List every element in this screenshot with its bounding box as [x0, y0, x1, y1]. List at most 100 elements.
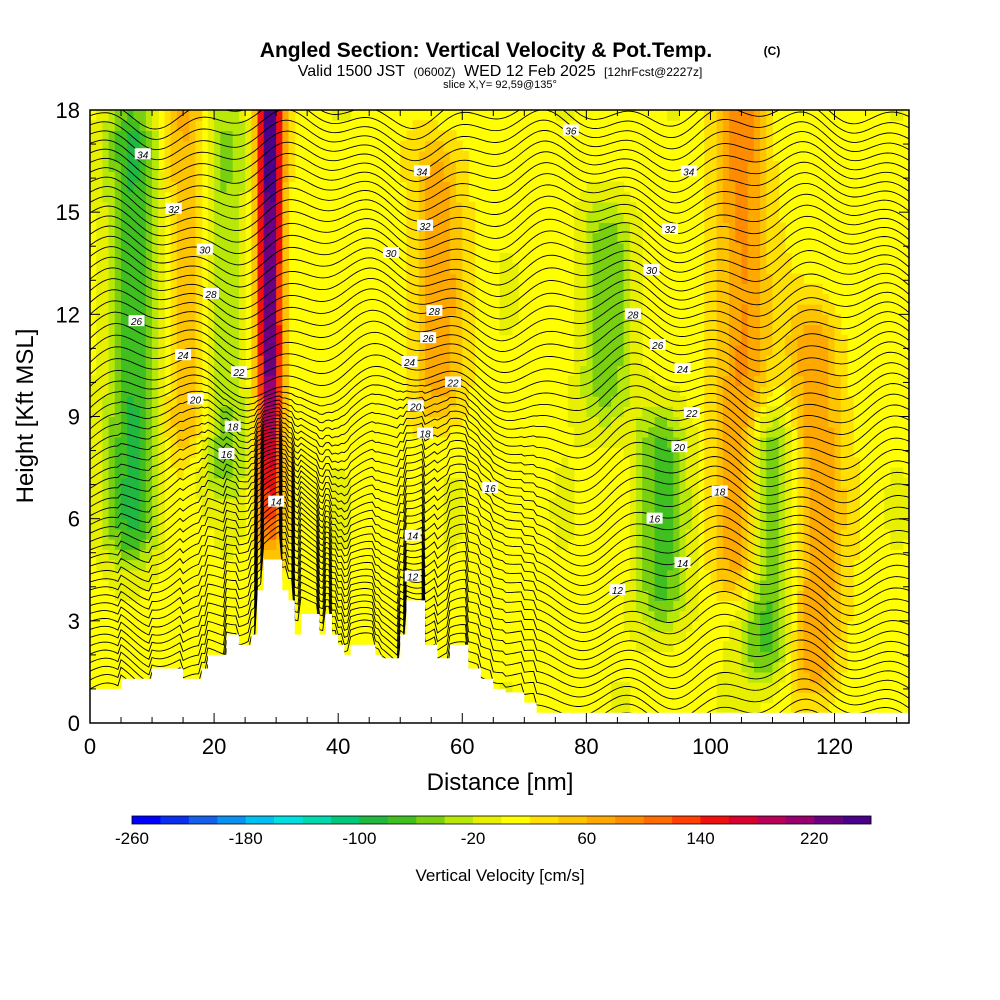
velocity-cell — [456, 161, 463, 172]
velocity-cell — [282, 201, 290, 213]
velocity-cell — [592, 232, 600, 244]
velocity-cell — [722, 416, 730, 428]
velocity-cell — [617, 191, 625, 203]
velocity-cell — [741, 396, 749, 407]
velocity-cell — [226, 304, 234, 315]
velocity-cell — [573, 375, 581, 387]
velocity-cell — [573, 436, 581, 448]
velocity-cell — [623, 447, 631, 458]
velocity-cell — [722, 181, 730, 193]
contour-label-bg — [401, 356, 418, 368]
contour-label: 12 — [404, 570, 421, 584]
velocity-cell — [96, 344, 103, 356]
velocity-cell — [604, 232, 612, 244]
velocity-cell — [760, 488, 767, 499]
velocity-cell — [797, 283, 805, 295]
velocity-cell — [462, 273, 470, 285]
velocity-cell — [331, 110, 339, 121]
velocity-cell — [772, 477, 780, 489]
velocity-cell — [623, 600, 631, 612]
velocity-cell — [251, 324, 259, 336]
velocity-cell — [443, 130, 451, 142]
velocity-cell — [170, 426, 178, 438]
velocity-cell — [152, 498, 159, 510]
velocity-cell — [214, 457, 221, 469]
velocity-cell — [114, 293, 122, 305]
velocity-cell — [127, 436, 135, 448]
velocity-cell — [710, 253, 718, 264]
contour-label-text: 12 — [407, 573, 419, 584]
contour-label: 32 — [417, 219, 434, 233]
velocity-cell — [815, 375, 823, 387]
velocity-cell — [722, 304, 730, 315]
velocity-cell — [766, 682, 774, 693]
velocity-cell — [791, 631, 798, 642]
velocity-cell — [660, 426, 668, 438]
contour-label-text: 14 — [407, 532, 419, 543]
velocity-cell — [716, 242, 724, 254]
velocity-cell — [251, 447, 259, 458]
velocity-cell — [431, 375, 439, 387]
velocity-cell — [685, 457, 693, 469]
velocity-cell — [573, 416, 581, 428]
velocity-cell — [778, 549, 786, 561]
velocity-cell — [139, 130, 147, 142]
contour-label-text: 16 — [649, 515, 661, 526]
velocity-cell — [456, 488, 463, 499]
velocity-cell — [598, 314, 606, 326]
velocity-cell — [611, 324, 618, 336]
velocity-cell — [623, 682, 631, 693]
velocity-cell — [729, 181, 736, 193]
velocity-cell — [257, 385, 265, 397]
velocity-cell — [722, 590, 730, 601]
velocity-cell — [772, 365, 780, 377]
velocity-cell — [431, 201, 439, 213]
velocity-cell — [784, 518, 792, 530]
velocity-cell — [803, 631, 811, 642]
velocity-cell — [276, 539, 283, 550]
velocity-cell — [207, 385, 215, 397]
velocity-cell — [425, 181, 432, 193]
velocity-cell — [331, 467, 339, 479]
velocity-cell — [846, 467, 854, 479]
velocity-cell — [598, 181, 606, 193]
velocity-cell — [431, 416, 439, 428]
velocity-cell — [654, 641, 662, 653]
velocity-cell — [667, 620, 674, 632]
velocity-cell — [555, 467, 563, 479]
velocity-cell — [412, 283, 420, 295]
velocity-cell — [834, 416, 842, 428]
velocity-cell — [139, 355, 147, 367]
velocity-cell — [648, 406, 656, 418]
velocity-cell — [735, 426, 743, 438]
velocity-cell — [629, 600, 637, 612]
velocity-cell — [282, 518, 290, 530]
velocity-cell — [815, 631, 823, 642]
velocity-cell — [207, 191, 215, 203]
velocity-cell — [170, 457, 178, 469]
velocity-cell — [598, 222, 606, 234]
velocity-cell — [251, 161, 259, 172]
velocity-cell — [772, 263, 780, 275]
velocity-cell — [766, 120, 774, 132]
velocity-cell — [567, 110, 575, 121]
velocity-cell — [586, 416, 594, 428]
velocity-cell — [207, 508, 215, 520]
velocity-cell — [567, 477, 575, 489]
velocity-cell — [797, 416, 805, 428]
velocity-cell — [729, 161, 736, 172]
velocity-cell — [269, 375, 277, 387]
velocity-cell — [809, 477, 817, 489]
velocity-cell — [139, 334, 147, 346]
velocity-cell — [431, 253, 439, 264]
velocity-cell — [412, 324, 420, 336]
velocity-cell — [431, 426, 439, 438]
velocity-cell — [108, 283, 116, 295]
velocity-cell — [96, 273, 103, 285]
velocity-cell — [636, 263, 643, 275]
contour-label-bg — [165, 202, 182, 214]
velocity-cell — [654, 396, 662, 407]
velocity-cell — [133, 120, 141, 132]
velocity-cell — [710, 375, 718, 387]
velocity-cell — [828, 671, 836, 683]
